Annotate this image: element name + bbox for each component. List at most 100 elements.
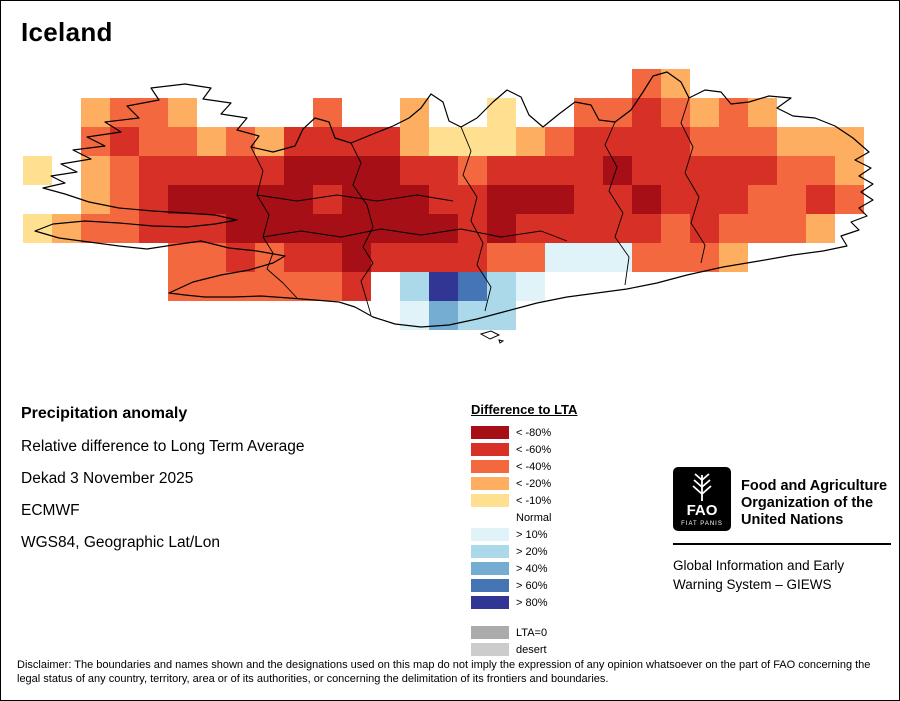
legend-item: Normal — [471, 509, 577, 526]
legend-item: > 40% — [471, 560, 577, 577]
raster-cell — [255, 272, 284, 301]
fao-logo: FAO FIAT PANIS — [673, 467, 731, 531]
raster-cell — [197, 243, 226, 272]
legend-label: < -80% — [516, 426, 552, 439]
legend-swatch — [471, 579, 509, 592]
raster-cell — [603, 127, 632, 156]
raster-cell — [313, 243, 342, 272]
raster-cell — [139, 214, 168, 243]
raster-cell — [690, 185, 719, 214]
fao-header: FAO FIAT PANIS Food and Agriculture Organ… — [673, 467, 891, 531]
raster-cell — [603, 243, 632, 272]
legend-item: < -10% — [471, 492, 577, 509]
raster-cell — [52, 214, 81, 243]
legend-swatch — [471, 643, 509, 656]
legend-swatch — [471, 460, 509, 473]
legend-label: > 80% — [516, 596, 548, 609]
raster-cell — [110, 98, 139, 127]
legend-label: < -60% — [516, 443, 552, 456]
raster-cell — [81, 98, 110, 127]
vestmannaeyjar-island — [479, 330, 505, 344]
raster-cell — [777, 185, 806, 214]
raster-cell — [603, 214, 632, 243]
raster-cell — [110, 127, 139, 156]
raster-cell — [197, 272, 226, 301]
legend-swatch — [471, 596, 509, 609]
raster-cell — [574, 214, 603, 243]
legend-label: > 10% — [516, 528, 548, 541]
raster-cell — [313, 127, 342, 156]
raster-cell — [313, 98, 342, 127]
raster-cell — [545, 214, 574, 243]
wheat-icon — [692, 473, 712, 501]
raster-cell — [226, 214, 255, 243]
raster-cell — [23, 156, 52, 185]
legend-label: < -10% — [516, 494, 552, 507]
raster-cell — [458, 214, 487, 243]
giews-line: Global Information and Early — [673, 558, 845, 573]
raster-cell — [371, 243, 400, 272]
raster-cell — [400, 127, 429, 156]
raster-cell — [429, 156, 458, 185]
raster-cell — [168, 98, 197, 127]
legend-item: > 80% — [471, 594, 577, 611]
raster-cell — [487, 185, 516, 214]
raster-cell — [632, 69, 661, 98]
raster-cell — [81, 156, 110, 185]
giews-title: Global Information and Early Warning Syst… — [673, 556, 891, 594]
raster-cell — [284, 243, 313, 272]
raster-cell — [81, 214, 110, 243]
raster-cell — [690, 243, 719, 272]
raster-cell — [284, 156, 313, 185]
legend-item: > 10% — [471, 526, 577, 543]
raster-cell — [197, 185, 226, 214]
raster-cell — [835, 156, 864, 185]
raster-cell — [661, 127, 690, 156]
raster-cell — [226, 272, 255, 301]
raster-cell — [574, 243, 603, 272]
fao-org-line: Food and Agriculture — [741, 478, 888, 494]
raster-cell — [400, 98, 429, 127]
raster-cell — [342, 156, 371, 185]
raster-cell — [690, 127, 719, 156]
raster-cell — [777, 214, 806, 243]
raster-cell — [371, 127, 400, 156]
raster-cell — [342, 272, 371, 301]
legend-label: < -40% — [516, 460, 552, 473]
raster-cell — [487, 214, 516, 243]
raster-cell — [400, 214, 429, 243]
raster-cell — [516, 214, 545, 243]
raster-cell — [516, 243, 545, 272]
raster-cell — [342, 185, 371, 214]
fao-org-line: United Nations — [741, 512, 844, 528]
legend-item: < -40% — [471, 458, 577, 475]
raster-cell — [516, 156, 545, 185]
raster-cell — [806, 185, 835, 214]
raster-cell — [400, 272, 429, 301]
raster-cell — [719, 127, 748, 156]
raster-cell — [661, 243, 690, 272]
raster-cell — [806, 127, 835, 156]
raster-cell — [719, 98, 748, 127]
legend-swatch — [471, 477, 509, 490]
raster-cell — [313, 156, 342, 185]
raster-cell — [458, 243, 487, 272]
raster-cell — [400, 243, 429, 272]
raster-cell — [487, 243, 516, 272]
raster-cell — [168, 185, 197, 214]
raster-cell — [371, 214, 400, 243]
raster-cell — [632, 98, 661, 127]
raster-cell — [632, 243, 661, 272]
raster-cell — [835, 185, 864, 214]
info-lines: Relative difference to Long Term Average… — [21, 438, 305, 552]
raster-cell — [748, 98, 777, 127]
legend-item: < -60% — [471, 441, 577, 458]
raster-cell — [139, 185, 168, 214]
raster-cell — [603, 185, 632, 214]
raster-cell — [516, 127, 545, 156]
raster-cell — [313, 214, 342, 243]
fao-org-line: Organization of the — [741, 495, 874, 511]
raster-cell — [458, 301, 487, 330]
raster-cell — [516, 272, 545, 301]
raster-cell — [719, 243, 748, 272]
